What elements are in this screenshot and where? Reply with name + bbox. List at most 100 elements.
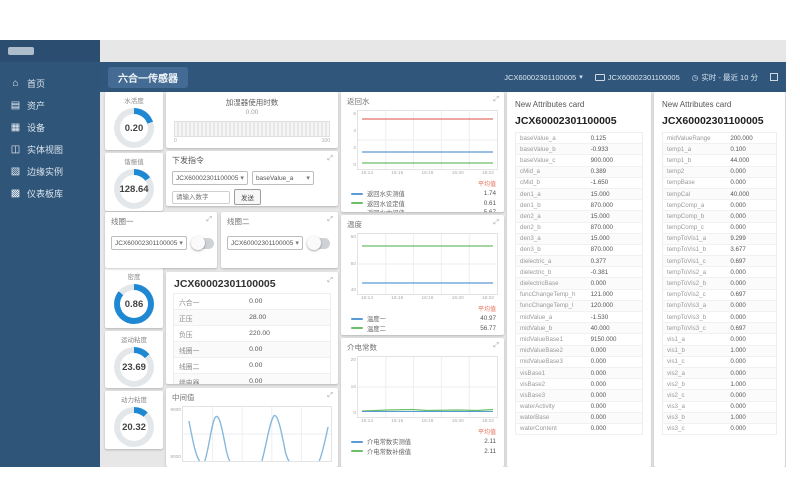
table-row[interactable]: tempToVis1_a 9.299 <box>662 233 777 245</box>
expand-icon[interactable]: ⤢ <box>327 277 333 284</box>
table-row[interactable]: temp1_a 0.100 <box>662 143 777 156</box>
table-row[interactable]: vis2_b 1.000 <box>662 378 777 391</box>
table-row[interactable]: baseValue_a 0.125 <box>515 132 643 145</box>
command-device-select[interactable]: JCX60002301100005 ▾ <box>172 171 248 185</box>
command-selects: JCX60002301100005 ▾ baseValue_a ▾ <box>166 167 338 185</box>
expand-icon[interactable]: ⤢ <box>327 155 333 162</box>
table-row: 负压 220.00 <box>173 325 331 342</box>
table-row[interactable]: tempComp_c 0.000 <box>662 222 777 234</box>
table-row[interactable]: dielectric_b -0.381 <box>515 266 643 279</box>
table-row[interactable]: tempToVis3_c 0.697 <box>662 322 777 335</box>
table-row[interactable]: baseValue_c 900.000 <box>515 154 643 167</box>
legend-row[interactable]: 返回水设定值 0.61 <box>351 199 496 209</box>
timewindow-button[interactable]: ◷ 实时 - 最近 10 分 <box>692 72 758 83</box>
table-row[interactable]: funcChangeTemp_l 120.000 <box>515 300 643 313</box>
device-values-title: JCX60002301100005 <box>174 278 276 290</box>
legend-row[interactable]: 返回水中间值 5.67 <box>351 208 496 212</box>
row-label: 继电器 <box>173 373 245 384</box>
table-row[interactable]: dielectric_a 0.377 <box>515 255 643 268</box>
table-row[interactable]: tempToVis1_b 3.677 <box>662 244 777 257</box>
sidebar-item-entity-views[interactable]: ◫ 实体视图 <box>0 138 100 160</box>
sidebar-item-edge-instances[interactable]: ▧ 边缘实例 <box>0 160 100 182</box>
coil-two-toggle[interactable] <box>306 236 330 250</box>
device-indicator[interactable]: JCX60002301100005 <box>594 73 680 82</box>
y-tick: 8000 <box>170 455 181 460</box>
table-row[interactable]: waterContent 0.000 <box>515 423 643 436</box>
sidebar-item-label: 边缘实例 <box>27 166 64 177</box>
table-row[interactable]: den3_a 15.000 <box>515 233 643 245</box>
table-row[interactable]: temp2 0.000 <box>662 166 777 178</box>
table-row[interactable]: midValue_a -1.530 <box>515 311 643 324</box>
attribute-name: tempBase <box>662 177 727 189</box>
table-row[interactable]: vis3_c 0.000 <box>662 423 777 436</box>
table-row[interactable]: vis2_c 0.000 <box>662 389 777 402</box>
table-row[interactable]: tempToVis3_a 0.000 <box>662 300 777 313</box>
attribute-value: 0.000 <box>726 389 777 402</box>
table-row[interactable]: tempComp_b 0.000 <box>662 210 777 223</box>
table-row[interactable]: den1_b 870.000 <box>515 199 643 212</box>
table-row[interactable]: visBase2 0.000 <box>515 378 643 391</box>
table-row[interactable]: visBase3 0.000 <box>515 389 643 402</box>
table-row[interactable]: tempBase 0.000 <box>662 177 777 189</box>
coil-two-device-select[interactable]: JCX60002301100005 ▾ <box>227 236 303 250</box>
table-row[interactable]: midValueRange 200.000 <box>662 132 777 145</box>
sidebar-item-home[interactable]: ⌂ 首页 <box>0 72 100 94</box>
expand-icon[interactable]: ⤢ <box>493 96 499 103</box>
command-param-select[interactable]: baseValue_a ▾ <box>251 171 314 185</box>
table-row[interactable]: midValueBase3 0.000 <box>515 356 643 368</box>
legend-row[interactable]: 返回水实测值 1.74 <box>351 189 496 199</box>
table-row[interactable]: den1_a 15.000 <box>515 188 643 201</box>
mid-value-chart-card: 中间值 ⤢ 9000 8000 <box>166 388 338 467</box>
coil-one-toggle[interactable] <box>190 236 214 250</box>
sidebar-item-devices[interactable]: ▦ 设备 <box>0 116 100 138</box>
table-row[interactable]: vis1_b 1.000 <box>662 345 777 357</box>
table-row[interactable]: baseValue_b -0.933 <box>515 143 643 156</box>
table-row[interactable]: tempToVis3_b 0.000 <box>662 311 777 324</box>
gauge-donut: 23.69 <box>114 347 154 387</box>
x-tick: 16:20 <box>451 296 464 301</box>
table-row[interactable]: den2_b 870.000 <box>515 222 643 234</box>
legend-row[interactable]: 介电常数补偿值 2.11 <box>351 447 496 457</box>
sidebar-item-assets[interactable]: ▤ 资产 <box>0 94 100 116</box>
table-row[interactable]: vis3_b 1.000 <box>662 412 777 424</box>
table-row[interactable]: vis2_a 0.000 <box>662 367 777 380</box>
command-value-input[interactable] <box>172 190 230 204</box>
table-row[interactable]: tempToVis1_c 0.697 <box>662 255 777 268</box>
table-row[interactable]: den3_b 870.000 <box>515 244 643 257</box>
table-row[interactable]: cMid_b -1.650 <box>515 177 643 189</box>
table-row[interactable]: waterActivity 0.000 <box>515 401 643 413</box>
table-row[interactable]: den2_a 15.000 <box>515 210 643 223</box>
expand-icon[interactable]: ⤢ <box>493 219 499 226</box>
table-row[interactable]: midValue_b 40.000 <box>515 322 643 335</box>
table-row[interactable]: dielectricBase 0.000 <box>515 277 643 290</box>
legend-row[interactable]: 温度一 40.97 <box>351 314 496 324</box>
send-button[interactable]: 发送 <box>234 189 261 205</box>
table-row[interactable]: midValueBase2 0.000 <box>515 345 643 357</box>
table-row[interactable]: tempToVis2_b 0.000 <box>662 277 777 290</box>
expand-icon[interactable]: ⤢ <box>327 216 333 223</box>
table-row[interactable]: vis1_a 0.000 <box>662 333 777 346</box>
table-row[interactable]: vis3_a 0.000 <box>662 401 777 413</box>
expand-icon[interactable]: ⤢ <box>206 216 212 223</box>
table-row[interactable]: midValueBase1 9150.000 <box>515 333 643 346</box>
coil-one-device-select[interactable]: JCX60002301100005 ▾ <box>111 236 187 250</box>
fullscreen-icon[interactable] <box>770 73 778 81</box>
card-head: 介电常数 ⤢ <box>341 338 504 354</box>
table-row[interactable]: tempCal 40.000 <box>662 188 777 201</box>
table-row[interactable]: vis1_c 0.000 <box>662 356 777 368</box>
sidebar-item-dashboards[interactable]: ▩ 仪表板库 <box>0 182 100 204</box>
expand-icon[interactable]: ⤢ <box>493 342 499 349</box>
legend-row[interactable]: 介电常数实测值 2.11 <box>351 437 496 447</box>
expand-icon[interactable]: ⤢ <box>327 392 333 399</box>
table-row[interactable]: tempToVis2_a 0.000 <box>662 266 777 279</box>
table-row[interactable]: waterBase 0.000 <box>515 412 643 424</box>
attribute-name: funcChangeTemp_h <box>515 289 587 301</box>
table-row[interactable]: funcChangeTemp_h 121.000 <box>515 289 643 301</box>
table-row[interactable]: tempToVis2_c 0.697 <box>662 289 777 301</box>
table-row[interactable]: cMid_a 0.389 <box>515 166 643 178</box>
legend-row[interactable]: 温度二 56.77 <box>351 324 496 334</box>
entity-select[interactable]: JCX60002301100005 ▾ <box>504 73 583 82</box>
table-row[interactable]: tempComp_a 0.000 <box>662 199 777 212</box>
table-row[interactable]: temp1_b 44.000 <box>662 154 777 167</box>
table-row[interactable]: visBase1 0.000 <box>515 367 643 380</box>
